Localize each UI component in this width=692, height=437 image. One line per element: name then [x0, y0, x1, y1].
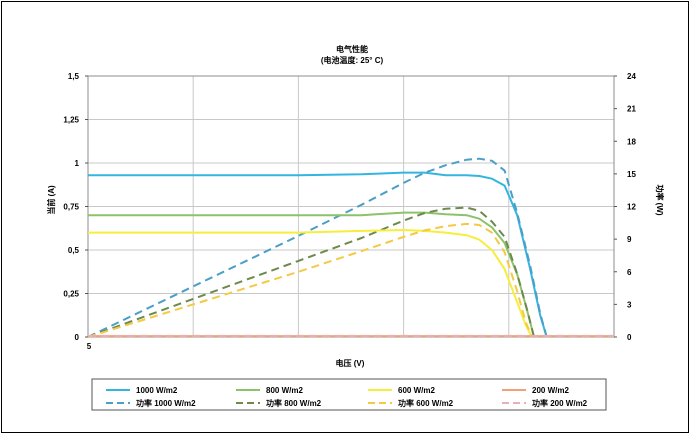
- chart-subtitle: (电池温度: 25° C): [321, 55, 384, 65]
- legend-label: 600 W/m2: [398, 386, 435, 395]
- series-line: [87, 157, 548, 338]
- legend-label: 功率 200 W/m2: [532, 398, 588, 408]
- series-line: [88, 171, 548, 338]
- y-tick-label: 1: [75, 159, 80, 168]
- y2-tick-label: 21: [627, 105, 636, 114]
- y2-tick-label: 6: [627, 268, 632, 277]
- y2-tick-label: 3: [627, 300, 632, 309]
- y2-tick-label: 9: [627, 235, 632, 244]
- legend-label: 200 W/m2: [532, 386, 569, 395]
- axes: 0 0,25 0,5 0,75 1 1,25 1,5 0 3 6 9 12 15 18 21 24 5: [63, 72, 636, 351]
- series-line: [87, 206, 535, 338]
- legend-label: 800 W/m2: [266, 386, 303, 395]
- x-axis-label: 电压 (V): [336, 358, 365, 368]
- y-tick-label: 1,25: [63, 116, 79, 125]
- y2-tick-label: 12: [627, 203, 636, 212]
- y2-tick-label: 0: [627, 333, 632, 342]
- legend: 1000 W/m2 功率 1000 W/m2 800 W/m2 功率 800 W/m2…: [91, 378, 607, 411]
- legend-label: 功率 800 W/m2: [266, 398, 322, 408]
- series-line: [88, 211, 535, 338]
- legend-box: [91, 378, 607, 411]
- series-lines: [87, 157, 614, 338]
- legend-label: 功率 600 W/m2: [398, 398, 454, 408]
- y2-tick-label: 24: [627, 72, 636, 81]
- legend-label: 功率 1000 W/m2: [136, 398, 196, 408]
- grid: [88, 75, 614, 337]
- y2-tick-label: 15: [627, 170, 636, 179]
- y-tick-label: 0: [75, 333, 80, 342]
- series-line: [87, 222, 533, 338]
- y-tick-label: 1,5: [68, 72, 80, 81]
- series-line: [88, 229, 533, 338]
- y-tick-label: 0,25: [63, 290, 79, 299]
- legend-label: 1000 W/m2: [136, 386, 178, 395]
- y2-axis-label: 功率 (W): [655, 184, 665, 215]
- y-tick-label: 0,75: [63, 203, 79, 212]
- chart-svg: 0 0,25 0,5 0,75 1 1,25 1,5 0 3 6 9 12 15 18 21 24 5 电气性能…: [46, 44, 665, 411]
- chart-title: 电气性能: [336, 44, 368, 54]
- y2-tick-label: 18: [627, 137, 636, 146]
- y-tick-label: 0,5: [68, 246, 80, 255]
- x-tick-label: 5: [87, 342, 92, 351]
- y-axis-label: 当前 (A): [46, 185, 56, 215]
